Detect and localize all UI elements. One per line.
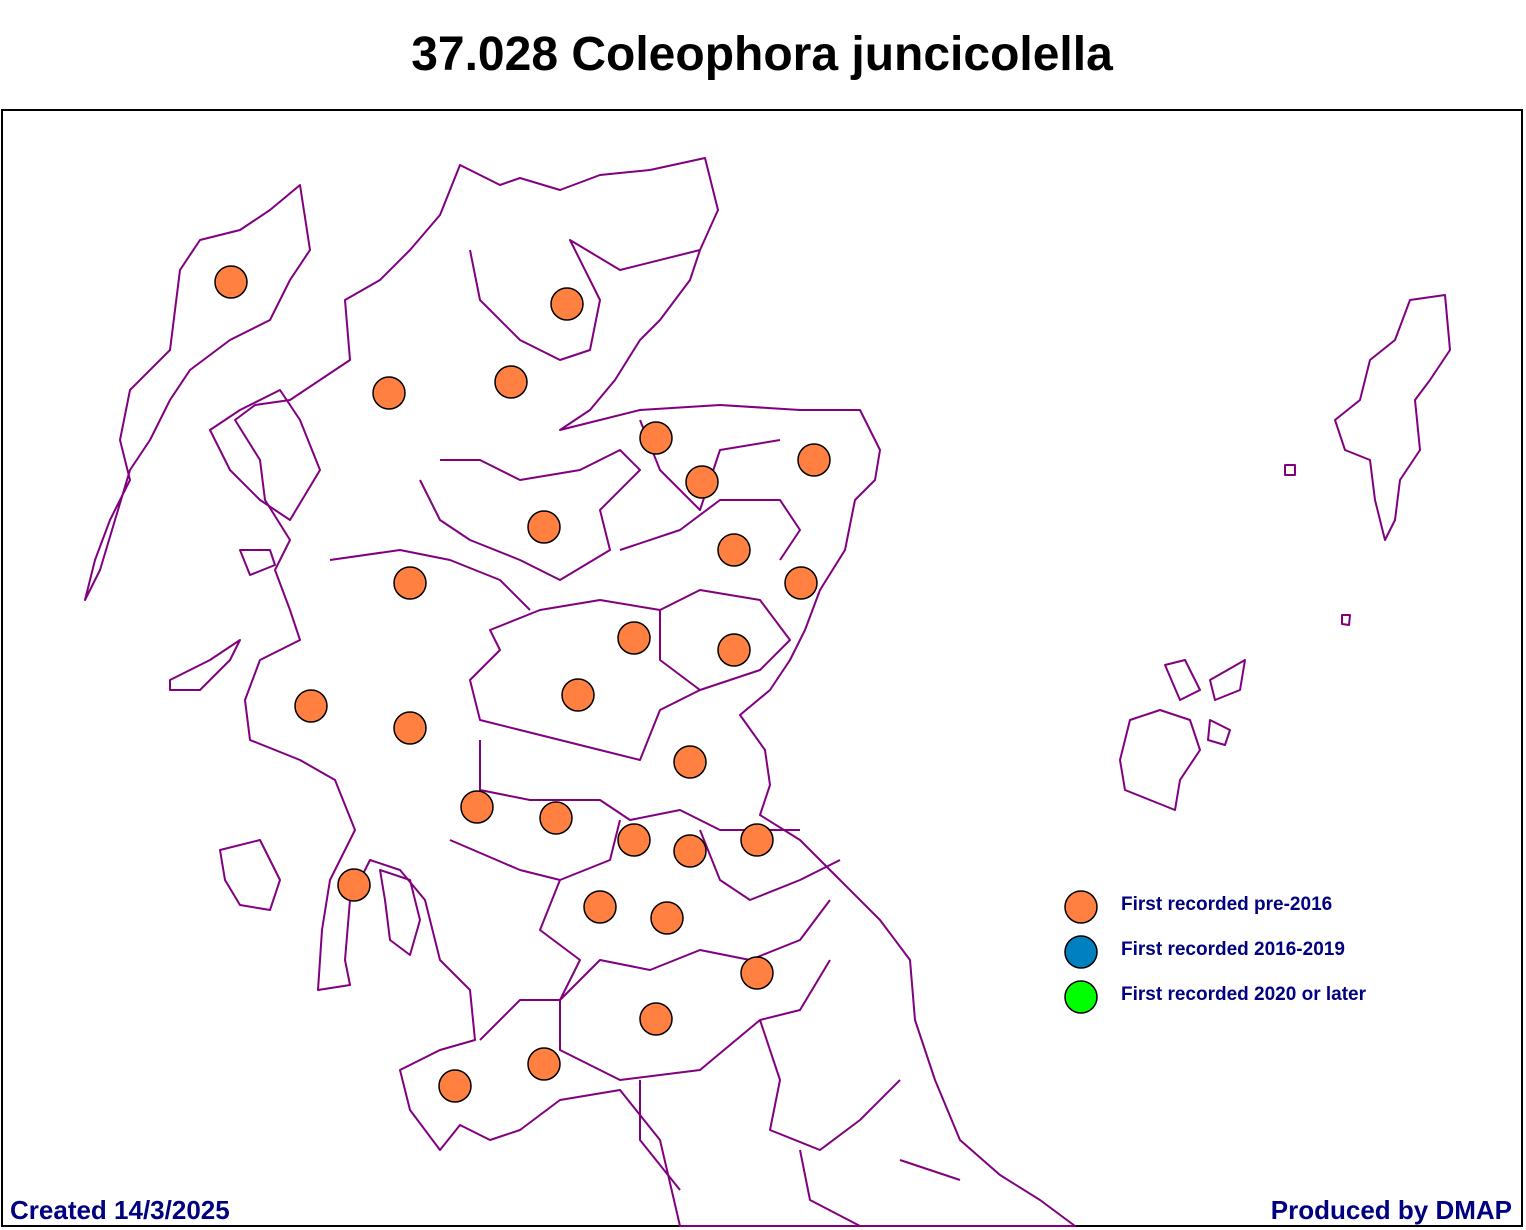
- record-dot: [673, 834, 707, 868]
- record-dot: [438, 1069, 472, 1103]
- record-dot: [639, 1002, 673, 1036]
- map-title: 37.028 Coleophora juncicolella: [411, 28, 1113, 81]
- record-dot: [583, 890, 617, 924]
- record-dot: [527, 1047, 561, 1081]
- record-dot: [639, 421, 673, 455]
- record-dot: [539, 801, 573, 835]
- shetland: [1284, 294, 1451, 626]
- record-dot: [527, 510, 561, 544]
- legend-label: First recorded 2020 or later: [1121, 984, 1367, 1005]
- record-dot: [393, 711, 427, 745]
- record-dot: [617, 823, 651, 857]
- record-dot: [617, 621, 651, 655]
- legend-label: First recorded pre-2016: [1121, 894, 1332, 915]
- created-date: Created 14/3/2025: [10, 1195, 230, 1225]
- record-dot: [372, 376, 406, 410]
- skye-mull: [169, 389, 421, 956]
- legend-label: First recorded 2016-2019: [1121, 939, 1345, 960]
- record-dot: [717, 533, 751, 567]
- record-dot: [717, 633, 751, 667]
- legend-swatch: [1064, 890, 1098, 924]
- record-dot: [673, 745, 707, 779]
- record-dot: [494, 365, 528, 399]
- mainland-outline: [234, 157, 1076, 1227]
- record-dot: [797, 443, 831, 477]
- orkney: [1119, 659, 1246, 811]
- record-dot: [337, 868, 371, 902]
- legend: First recorded pre-2016 First recorded 20…: [1064, 890, 1367, 1014]
- record-dot: [685, 465, 719, 499]
- record-dot: [393, 566, 427, 600]
- record-dot: [740, 823, 774, 857]
- record-dot: [561, 678, 595, 712]
- inner-boundaries: [329, 239, 961, 1227]
- producer: Produced by DMAP: [1271, 1195, 1512, 1225]
- record-dot: [294, 689, 328, 723]
- record-dot: [650, 901, 684, 935]
- record-dot: [550, 287, 584, 321]
- record-dot: [740, 956, 774, 990]
- boundaries: [84, 157, 1451, 1227]
- legend-swatch: [1064, 935, 1098, 969]
- record-dot: [214, 265, 248, 299]
- record-dot: [460, 790, 494, 824]
- legend-swatch: [1064, 980, 1098, 1014]
- outer-hebrides: [84, 184, 311, 601]
- record-dot: [784, 566, 818, 600]
- records: [214, 265, 831, 1103]
